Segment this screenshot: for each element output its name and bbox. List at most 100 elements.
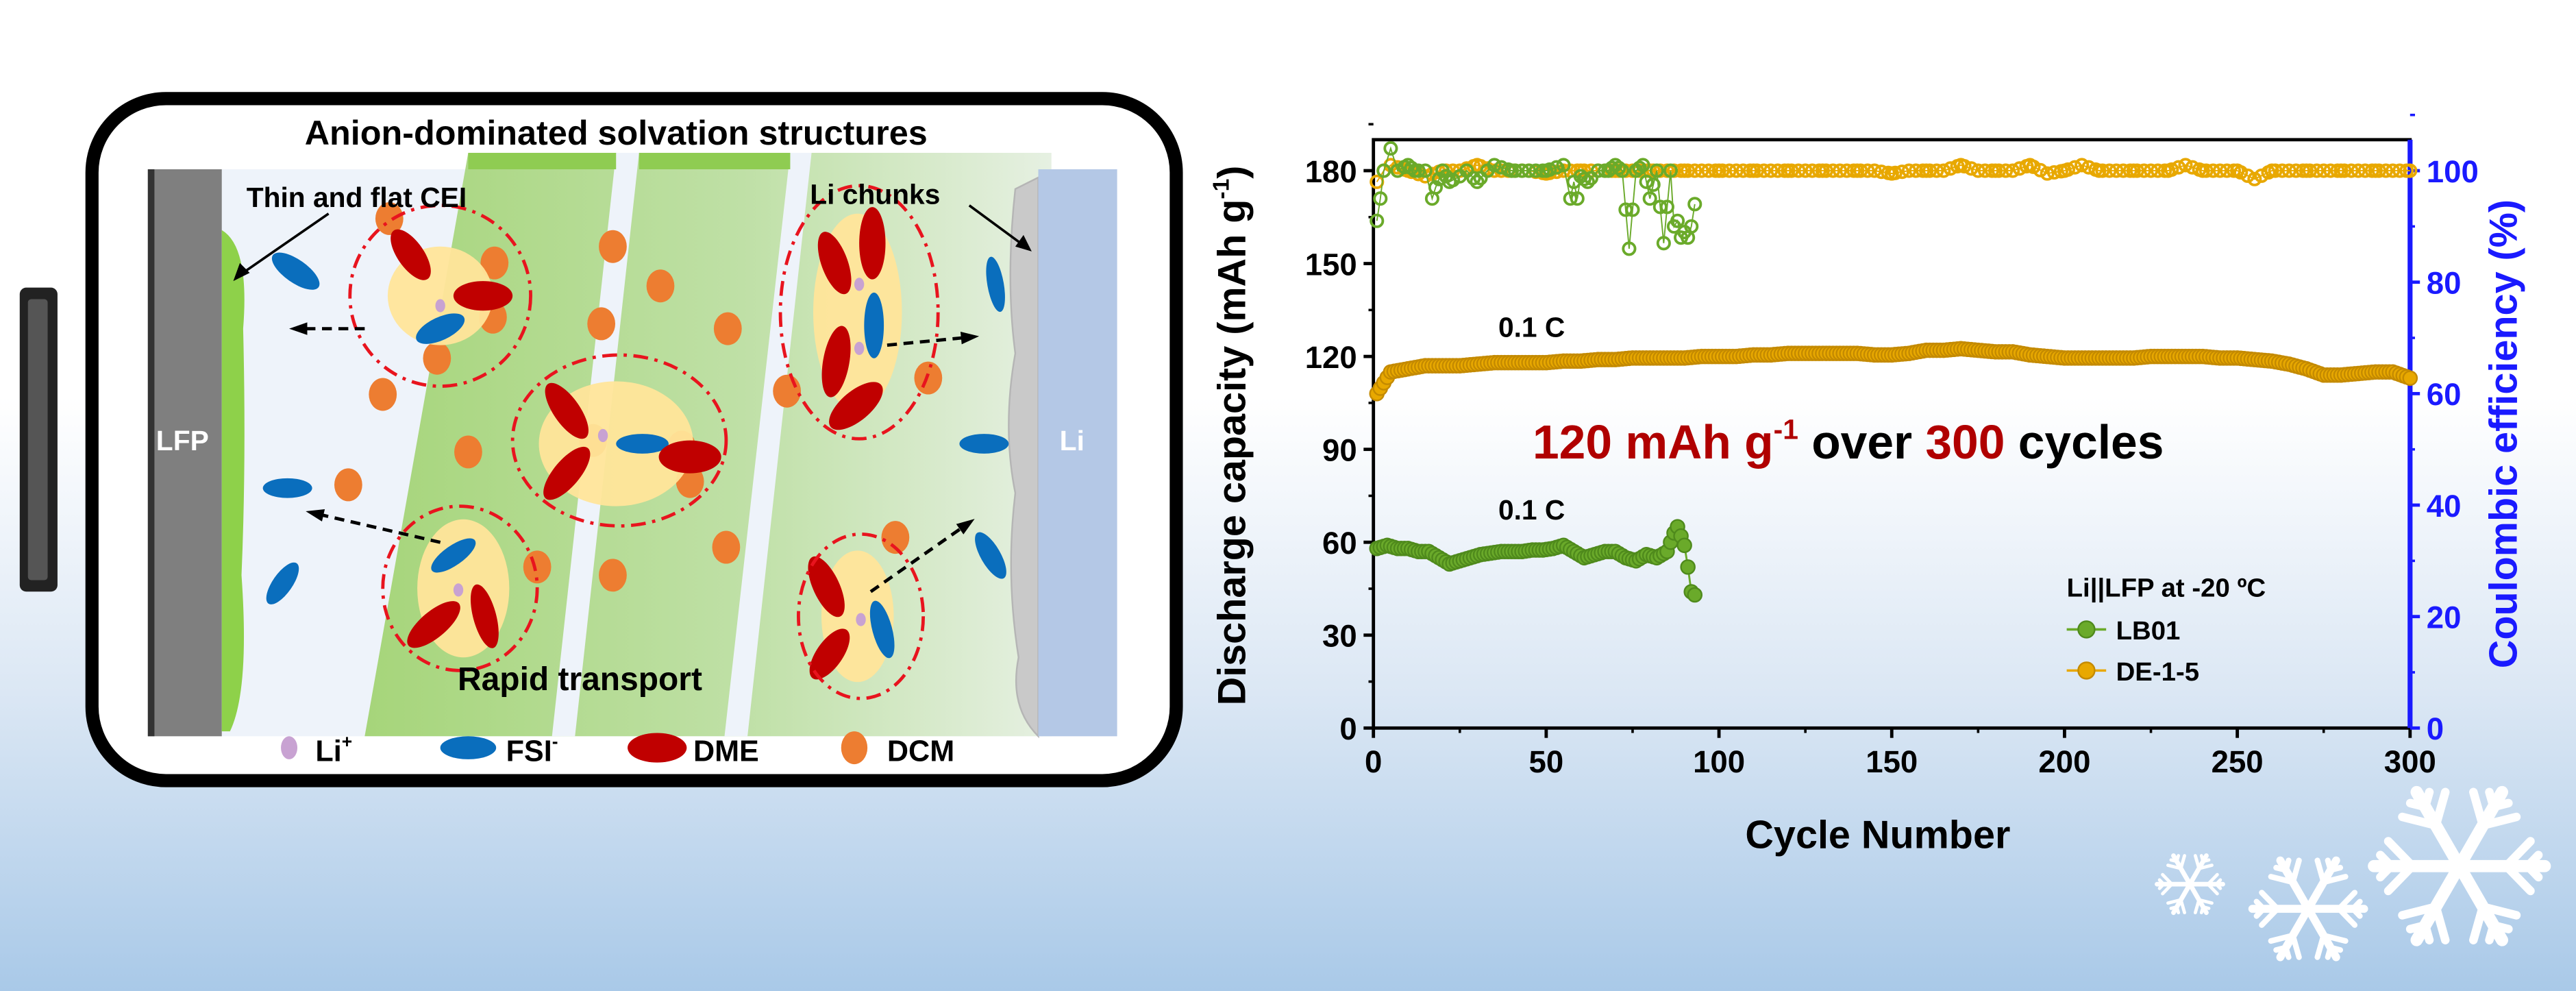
data-point	[2275, 163, 2290, 178]
diagram-title: Anion-dominated solvation structures	[305, 113, 928, 152]
li-ion	[856, 613, 866, 626]
solvation-boundary	[348, 204, 532, 388]
data-point	[2102, 163, 2117, 178]
fsi-anion	[869, 600, 895, 659]
cathode-edge	[147, 169, 155, 737]
data-point	[1580, 174, 1595, 189]
cei-label: Thin and flat CEI	[247, 182, 467, 213]
data-point	[2268, 163, 2283, 178]
data-point	[1784, 163, 1799, 178]
data-point	[1652, 199, 1668, 215]
headline-annotation: 120 mAh g-1 over 300 cycles	[1533, 413, 2164, 469]
data-point	[1791, 163, 1806, 178]
snowflake-branch	[2161, 882, 2174, 896]
data-point	[1729, 163, 1744, 178]
data-point	[1860, 163, 1875, 178]
data-point	[2068, 160, 2083, 175]
y2-tick-label: 20	[2427, 600, 2462, 635]
x-tick-label: 250	[2212, 744, 2264, 779]
arrowhead	[233, 262, 250, 282]
data-point	[1522, 163, 1537, 178]
fsi-anion	[864, 292, 884, 358]
li-ion-symbol	[281, 736, 298, 759]
solvation-cluster	[510, 353, 728, 528]
data-point	[2212, 163, 2227, 178]
data-point	[1676, 537, 1692, 554]
data-point	[2323, 163, 2338, 178]
solvation-boundary	[510, 353, 728, 528]
dme-molecule	[407, 601, 460, 648]
data-point	[1383, 140, 1398, 156]
y2-tick-label: 100	[2427, 154, 2479, 189]
solvation-cluster	[348, 204, 532, 388]
data-point	[1825, 163, 1841, 178]
band-top-edge	[468, 153, 617, 170]
data-point	[1663, 163, 1679, 178]
li-anode	[1038, 169, 1117, 737]
series-de-1-5-capacity	[1369, 341, 2418, 402]
snowflake-branch	[2206, 882, 2219, 896]
data-point	[2075, 158, 2090, 173]
legend-label-lb01: LB01	[2116, 616, 2181, 646]
data-point	[1922, 163, 1937, 178]
dcm-molecule	[587, 307, 616, 341]
snowflake-branch	[2268, 932, 2296, 944]
series-line	[1376, 146, 1696, 249]
data-point	[1957, 159, 1972, 174]
data-point	[1570, 191, 1585, 206]
snowflake-branch	[2336, 906, 2358, 928]
battery-terminal-inner	[27, 299, 48, 580]
data-point	[1649, 163, 1664, 178]
snowflake-icon	[2368, 785, 2551, 946]
data-point	[2402, 370, 2418, 387]
li-ion	[453, 583, 464, 597]
band-top-edge	[639, 153, 791, 170]
dme-molecule	[543, 446, 591, 500]
y-tick-label: 60	[1322, 526, 1357, 561]
data-point	[1528, 163, 1544, 178]
fsi-anion	[975, 532, 1006, 579]
chart-legend: Li||LFP at -20 ºC LB01 DE-1-5	[2067, 573, 2266, 686]
snowflake-branch	[2283, 944, 2292, 960]
dcm-molecule	[480, 246, 509, 280]
snowflake-branch	[2314, 857, 2327, 885]
data-point	[1684, 219, 1699, 234]
dcm-molecule	[712, 530, 741, 564]
data-point	[2060, 162, 2076, 177]
data-point	[1563, 191, 1578, 206]
cei-layer	[221, 230, 245, 732]
snowflake-branch	[2214, 878, 2222, 886]
snowflake-branch	[2350, 898, 2363, 912]
snowflake-branch	[2469, 902, 2488, 944]
data-point	[2337, 163, 2352, 178]
data-point	[2095, 163, 2110, 178]
migration-arrow	[869, 521, 971, 594]
data-point	[1992, 163, 2007, 178]
y2-tick-label: 80	[2427, 265, 2462, 300]
data-point	[1428, 180, 1444, 195]
arrowhead	[1015, 234, 1032, 252]
snowflake-branch	[2523, 851, 2543, 870]
data-point	[1656, 236, 1671, 251]
dme-molecule	[821, 326, 851, 397]
snowflakes-decoration	[2155, 785, 2551, 962]
li-chunks-label: Li chunks	[810, 178, 940, 210]
snowflake-branch	[2398, 902, 2440, 920]
fsi-anion	[266, 562, 299, 604]
y-tick-label: 30	[1322, 619, 1357, 654]
data-point	[1818, 163, 1833, 178]
snowflake-branch	[2478, 902, 2521, 920]
dcm-molecule	[713, 312, 742, 345]
data-point	[2357, 163, 2373, 178]
y-tick-label: 150	[1305, 247, 1357, 282]
snowflake-branch	[2201, 905, 2211, 910]
data-point	[1642, 191, 1657, 206]
data-point	[1646, 177, 1661, 192]
dme-molecule	[453, 281, 513, 311]
snowflake-branch	[2327, 944, 2344, 953]
x-tick-label: 200	[2038, 744, 2090, 779]
snowflake-branch	[2320, 874, 2349, 885]
legend-label-de15: DE-1-5	[2116, 657, 2200, 687]
data-point	[2288, 163, 2303, 178]
data-point	[1909, 163, 1924, 178]
